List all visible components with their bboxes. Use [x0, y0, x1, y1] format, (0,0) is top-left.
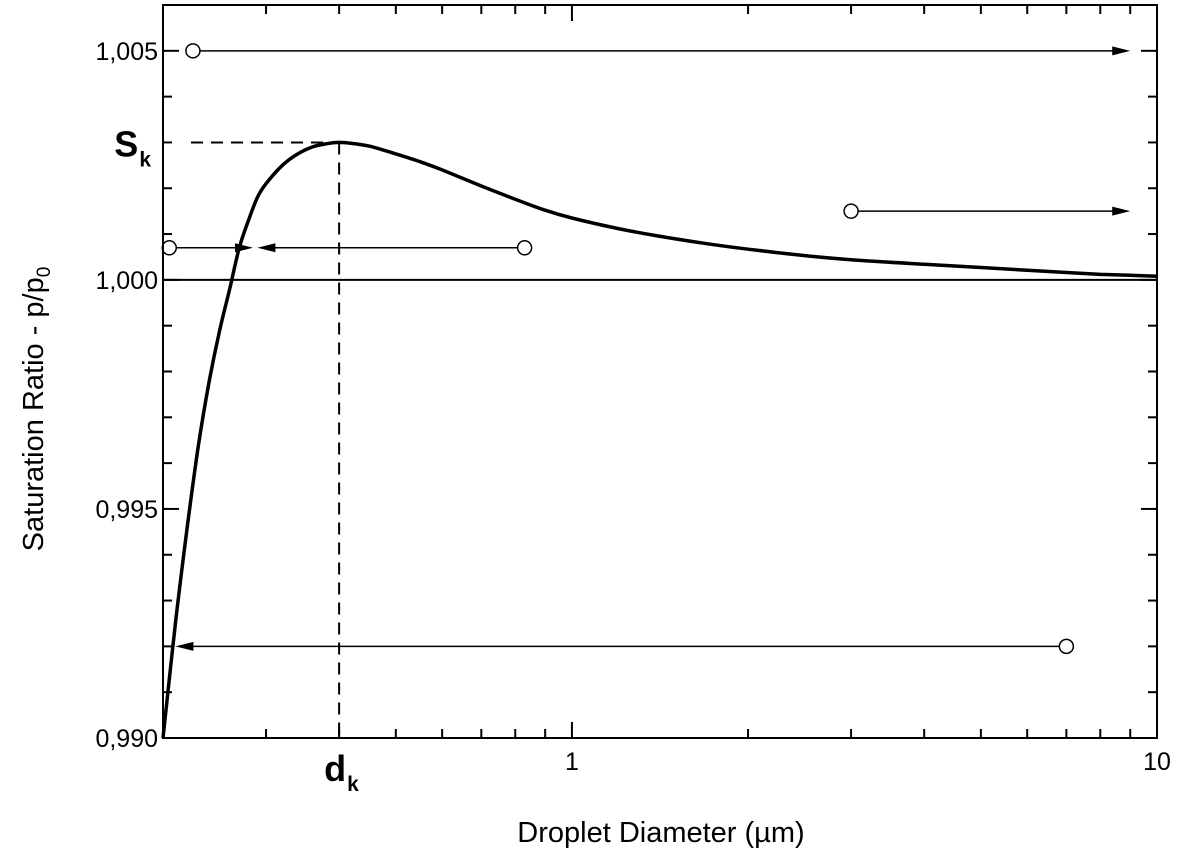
x-axis-title: Droplet Diameter (µm): [517, 817, 804, 849]
arrow-head: [1112, 46, 1131, 56]
y-axis-title: Saturation Ratio - p/p0: [18, 267, 55, 552]
arrow-head: [175, 641, 194, 651]
critical-s-main: S: [114, 123, 138, 164]
critical-d-subscript: k: [347, 773, 359, 796]
arrow-head: [234, 243, 253, 253]
y-axis-title-subscript: 0: [34, 267, 55, 278]
critical-d-label: dk: [324, 748, 359, 796]
arrow-start-circle: [843, 203, 859, 219]
arrows-group: [161, 43, 1131, 655]
critical-s-label: Sk: [114, 123, 151, 171]
arrow-head: [1112, 206, 1131, 216]
x-tick-label: 10: [1143, 748, 1171, 776]
y-tick-label: 1,000: [95, 267, 158, 295]
critical-d-main: d: [324, 748, 346, 789]
arrow-head: [257, 243, 276, 253]
arrow-start-circle: [1058, 638, 1075, 655]
arrow-start-circle: [185, 43, 201, 59]
curve-group: [161, 140, 1158, 739]
arrow-start-circle: [161, 240, 178, 256]
x-tick-label: 1: [565, 748, 579, 776]
plot-frame: [162, 4, 1158, 739]
y-tick-label: 0,990: [95, 725, 158, 753]
tick-labels: 1 10 1,005 1,000 0,995 0,990: [95, 38, 1170, 776]
kohler-curve: [161, 140, 1158, 739]
y-tick-label: 0,995: [95, 496, 158, 524]
critical-s-subscript: k: [139, 148, 151, 171]
y-axis-title-main: Saturation Ratio - p/p: [18, 277, 50, 551]
y-tick-label: 1,005: [95, 38, 158, 66]
critical-guides: [191, 141, 341, 738]
arrow-start-circle: [516, 240, 533, 256]
